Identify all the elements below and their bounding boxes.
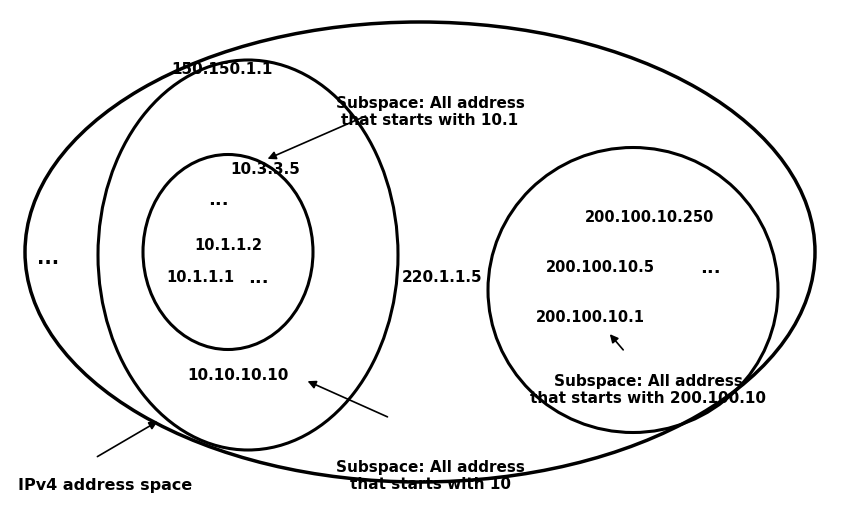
Text: 200.100.10.250: 200.100.10.250 (585, 211, 715, 226)
Text: 220.1.1.5: 220.1.1.5 (402, 271, 483, 285)
Text: 10.3.3.5: 10.3.3.5 (230, 163, 300, 177)
Text: Subspace: All address
that starts with 200.100.10: Subspace: All address that starts with 2… (530, 374, 766, 407)
Text: ...: ... (208, 191, 228, 209)
Text: 10.1.1.1: 10.1.1.1 (166, 271, 234, 285)
Text: 200.100.10.5: 200.100.10.5 (545, 261, 654, 276)
Text: ...: ... (37, 248, 59, 268)
Text: Subspace: All address
that starts with 10.1: Subspace: All address that starts with 1… (335, 96, 524, 128)
Text: 10.10.10.10: 10.10.10.10 (187, 368, 288, 382)
Text: 150.150.1.1: 150.150.1.1 (171, 63, 272, 77)
Text: 10.1.1.2: 10.1.1.2 (194, 237, 262, 252)
Text: IPv4 address space: IPv4 address space (18, 478, 192, 493)
Text: ...: ... (248, 269, 268, 287)
Text: ...: ... (700, 259, 720, 277)
Text: Subspace: All address
that starts with 10: Subspace: All address that starts with 1… (335, 460, 524, 492)
Text: 200.100.10.1: 200.100.10.1 (535, 311, 644, 326)
